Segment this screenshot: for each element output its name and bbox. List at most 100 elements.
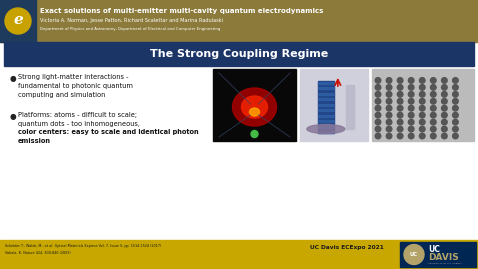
Circle shape — [419, 119, 425, 125]
Circle shape — [375, 105, 381, 111]
Circle shape — [442, 112, 447, 118]
Circle shape — [375, 133, 381, 139]
Bar — [400, 242, 476, 267]
Circle shape — [431, 105, 436, 111]
Text: Department of Physics and Astronomy, Department of Electrical and Computer Engin: Department of Physics and Astronomy, Dep… — [40, 27, 220, 31]
Circle shape — [397, 105, 403, 111]
Text: color centers: easy to scale and identical photon
emission: color centers: easy to scale and identic… — [18, 129, 199, 144]
Circle shape — [397, 119, 403, 125]
Text: UNIVERSITY OF CALIFORNIA: UNIVERSITY OF CALIFORNIA — [428, 263, 462, 264]
Circle shape — [397, 78, 403, 83]
Bar — [372, 69, 474, 141]
Circle shape — [419, 112, 425, 118]
Circle shape — [453, 78, 458, 83]
Bar — [318, 87, 334, 89]
Circle shape — [442, 78, 447, 83]
Circle shape — [453, 91, 458, 97]
Circle shape — [431, 78, 436, 83]
Bar — [318, 82, 334, 83]
Bar — [318, 104, 334, 105]
Circle shape — [453, 98, 458, 104]
Text: Victoria A. Norman, Jesse Patton, Richard Scalettar and Marina Radulaski: Victoria A. Norman, Jesse Patton, Richar… — [40, 18, 223, 23]
Circle shape — [386, 133, 392, 139]
Circle shape — [442, 105, 447, 111]
Bar — [4, 42, 474, 66]
Circle shape — [453, 105, 458, 111]
Circle shape — [375, 98, 381, 104]
Bar — [346, 85, 354, 129]
Bar — [0, 240, 478, 269]
Circle shape — [408, 91, 414, 97]
Text: Exact solutions of multi-emitter multi-cavity quantum electrodynamics: Exact solutions of multi-emitter multi-c… — [40, 8, 324, 14]
Circle shape — [408, 112, 414, 118]
Circle shape — [453, 126, 458, 132]
Text: Vahala, K. Nature 424, 839-846 (2003): Vahala, K. Nature 424, 839-846 (2003) — [5, 251, 71, 255]
Circle shape — [419, 105, 425, 111]
Circle shape — [453, 133, 458, 139]
Bar — [318, 81, 334, 133]
Text: UC: UC — [410, 252, 418, 257]
Circle shape — [386, 119, 392, 125]
Circle shape — [431, 112, 436, 118]
Bar — [0, 0, 478, 42]
Circle shape — [442, 98, 447, 104]
Ellipse shape — [250, 108, 260, 116]
Circle shape — [408, 133, 414, 139]
Bar — [318, 126, 334, 128]
Circle shape — [404, 245, 424, 264]
Circle shape — [431, 133, 436, 139]
Text: UC Davis ECExpo 2021: UC Davis ECExpo 2021 — [310, 245, 384, 250]
Circle shape — [408, 84, 414, 90]
Text: Strong light-matter interactions -
fundamental to photonic quantum
computing and: Strong light-matter interactions - funda… — [18, 74, 133, 97]
Circle shape — [442, 126, 447, 132]
Bar — [300, 69, 368, 141]
Circle shape — [386, 84, 392, 90]
Circle shape — [442, 133, 447, 139]
Bar — [318, 131, 334, 133]
Circle shape — [431, 119, 436, 125]
Circle shape — [453, 84, 458, 90]
Bar — [318, 115, 334, 116]
Circle shape — [386, 98, 392, 104]
Circle shape — [375, 112, 381, 118]
Circle shape — [419, 78, 425, 83]
Circle shape — [442, 119, 447, 125]
Circle shape — [375, 119, 381, 125]
Circle shape — [375, 84, 381, 90]
Circle shape — [397, 84, 403, 90]
Bar — [318, 109, 334, 111]
Circle shape — [442, 91, 447, 97]
Circle shape — [397, 133, 403, 139]
Bar — [0, 0, 36, 42]
Circle shape — [408, 126, 414, 132]
Bar — [213, 69, 296, 141]
Text: UC: UC — [428, 245, 440, 253]
Text: The Strong Coupling Regime: The Strong Coupling Regime — [150, 49, 328, 59]
Circle shape — [5, 8, 31, 34]
Circle shape — [419, 91, 425, 97]
Circle shape — [375, 126, 381, 132]
Circle shape — [386, 78, 392, 83]
Circle shape — [442, 84, 447, 90]
Circle shape — [408, 98, 414, 104]
Circle shape — [386, 105, 392, 111]
Bar — [318, 93, 334, 94]
Ellipse shape — [307, 125, 345, 133]
Circle shape — [375, 78, 381, 83]
Text: Schröder T., Walsh, M., et al. Optical Materials Express Vol. 7, Issue 5, pp. 15: Schröder T., Walsh, M., et al. Optical M… — [5, 244, 161, 248]
Circle shape — [419, 98, 425, 104]
Circle shape — [419, 126, 425, 132]
Circle shape — [386, 126, 392, 132]
Circle shape — [397, 112, 403, 118]
Bar — [318, 120, 334, 122]
Circle shape — [408, 119, 414, 125]
Bar — [318, 98, 334, 100]
Circle shape — [431, 126, 436, 132]
Circle shape — [408, 78, 414, 83]
Ellipse shape — [232, 88, 276, 126]
Circle shape — [386, 91, 392, 97]
Text: ●: ● — [10, 112, 17, 121]
Text: Platforms: atoms - difficult to scale;
quantum dots - too inhomogeneous,: Platforms: atoms - difficult to scale; q… — [18, 112, 142, 127]
Circle shape — [397, 126, 403, 132]
Circle shape — [431, 91, 436, 97]
